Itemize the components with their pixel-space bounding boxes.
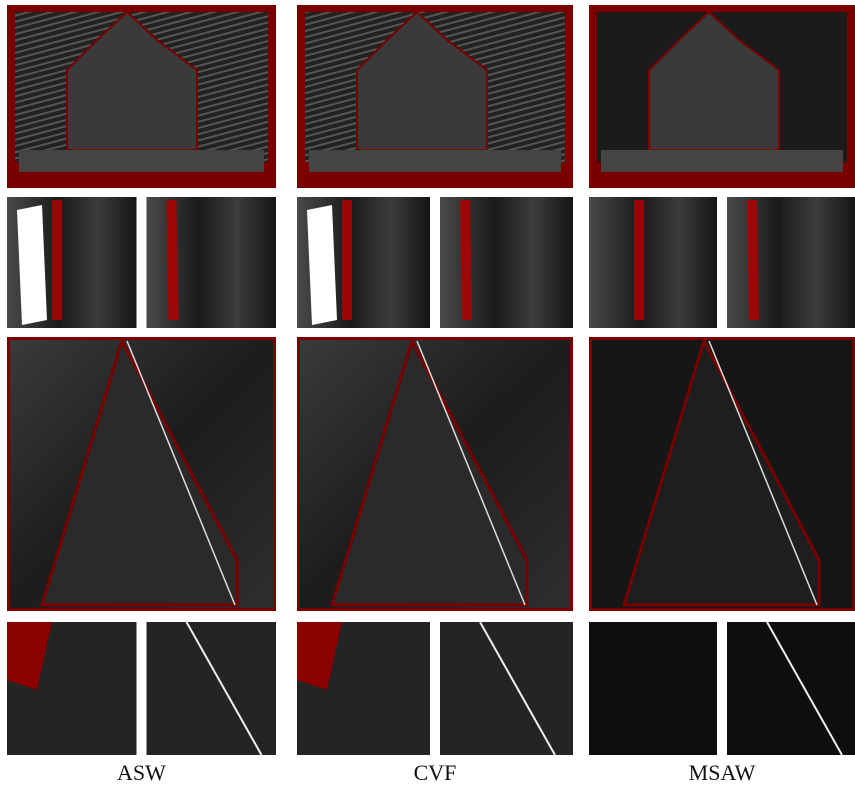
column-label: ASW: [117, 760, 166, 785]
fountain-base: [19, 150, 264, 172]
crop-small: [727, 622, 855, 755]
occlusion-red: [634, 200, 644, 320]
occlusion-red: [167, 200, 179, 320]
occlusion-white: [307, 205, 337, 325]
occlusion-white: [17, 205, 47, 325]
figure: ASW CVF MSAW: [0, 0, 855, 789]
column-label: CVF: [414, 760, 457, 785]
column-label: MSAW: [689, 760, 756, 785]
occlusion-red: [460, 200, 472, 320]
crop: [727, 197, 855, 328]
occlusion-red: [747, 200, 759, 320]
crop-small: [147, 622, 277, 755]
fountain-base: [601, 150, 843, 172]
crop: [589, 197, 717, 328]
fountain-base: [309, 150, 561, 172]
occlusion-red: [342, 200, 352, 320]
crop: [440, 197, 573, 328]
crop: [147, 197, 277, 328]
occlusion-red: [52, 200, 62, 320]
crop-small: [589, 622, 717, 755]
crop-small: [440, 622, 573, 755]
